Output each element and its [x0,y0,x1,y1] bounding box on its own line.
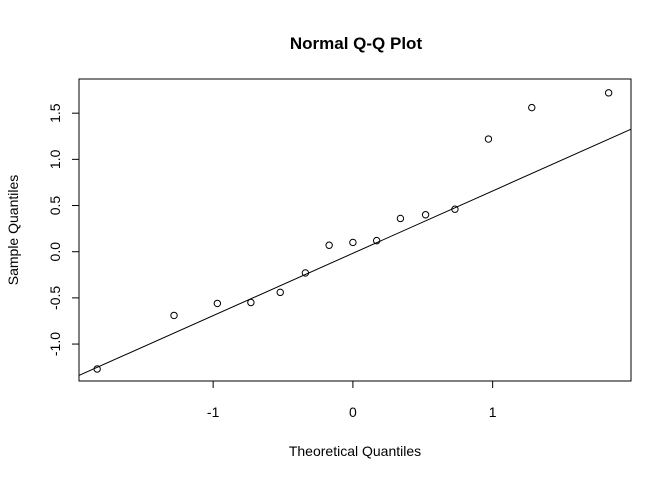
data-point [247,298,255,307]
x-tick-label: -1 [207,404,220,420]
data-points [93,89,613,373]
y-tick-label: 1.0 [47,149,63,169]
data-point [528,103,536,112]
plot-frame [78,78,632,382]
y-tick-label: -0.5 [47,286,63,310]
x-tick-label: 0 [349,404,357,420]
data-point [421,211,430,219]
data-point [170,311,178,320]
data-point [325,241,333,249]
y-tick-label: 0.0 [47,242,63,262]
y-axis-label: Sample Quantiles [5,175,21,286]
y-tick-label: -1.0 [47,332,63,356]
data-point [276,288,284,297]
x-tick-label: 1 [489,404,497,420]
x-axis: -1 0 1 [207,380,497,420]
qq-reference-line [79,128,631,376]
data-point [372,236,381,245]
data-point [396,214,405,223]
data-point [349,238,357,247]
data-point [451,205,459,213]
chart-title: Normal Q-Q Plot [290,34,423,53]
data-point [93,365,101,373]
y-axis: -1.0 -0.5 0.0 0.5 1.0 1.5 [47,103,80,356]
data-point [484,135,493,143]
y-tick-label: 0.5 [47,196,63,216]
data-point [604,89,613,97]
data-point [301,269,310,277]
y-tick-label: 1.5 [47,103,63,123]
data-point [213,299,222,308]
x-axis-label: Theoretical Quantiles [289,443,421,459]
